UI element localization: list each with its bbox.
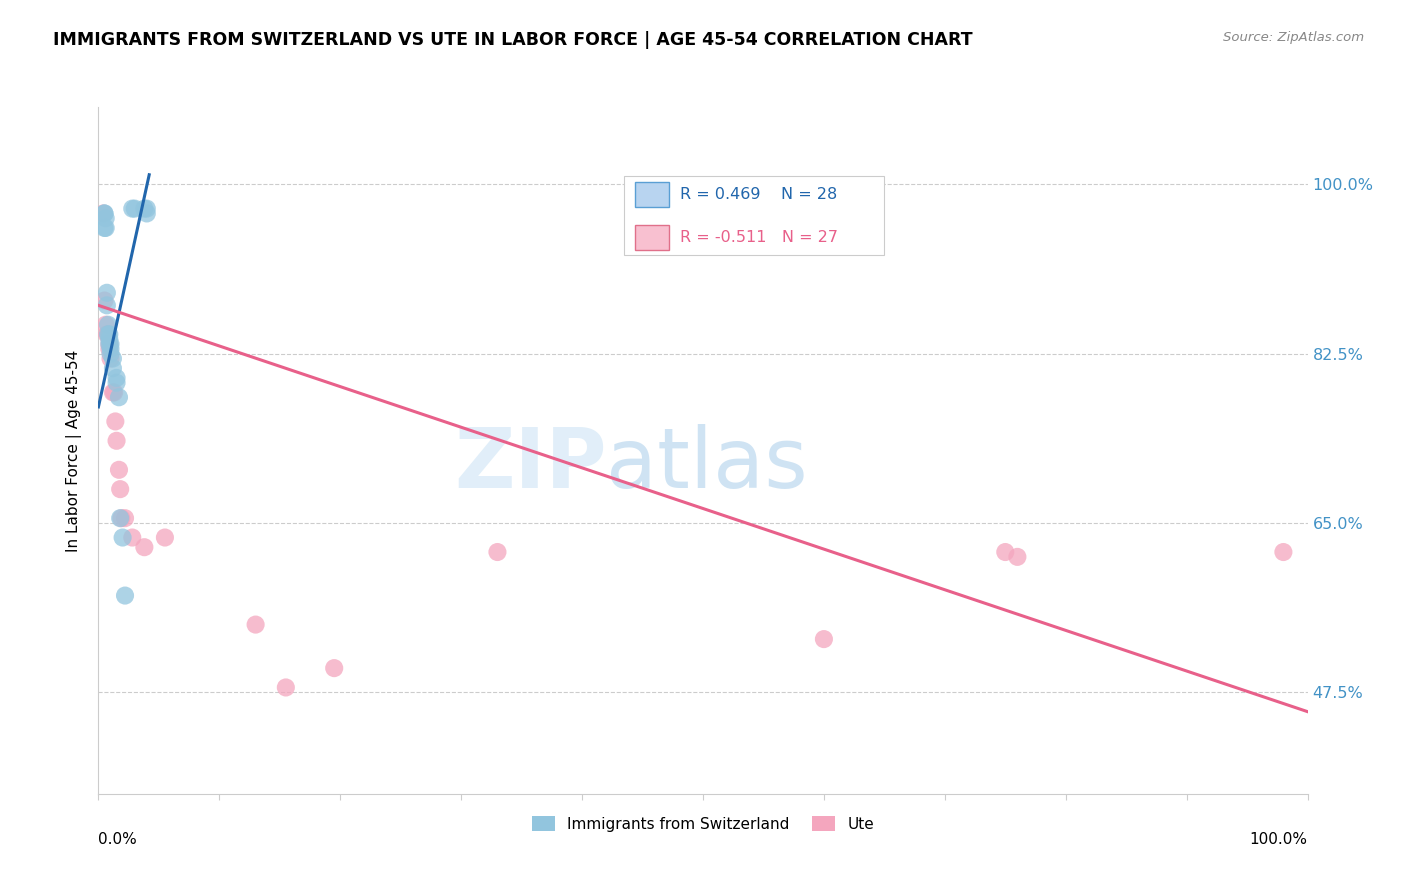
Point — [97, 327, 120, 342]
Legend: Immigrants from Switzerland, Ute: Immigrants from Switzerland, Ute — [526, 810, 880, 838]
Y-axis label: In Labor Force | Age 45-54: In Labor Force | Age 45-54 — [66, 350, 83, 551]
Text: atlas: atlas — [606, 424, 808, 505]
Point — [135, 206, 157, 220]
Point — [813, 632, 835, 646]
Point — [100, 347, 122, 361]
Point — [134, 202, 156, 216]
Point — [134, 540, 156, 554]
Point — [105, 371, 128, 385]
Point — [96, 285, 118, 300]
Point — [121, 531, 143, 545]
Point — [98, 332, 121, 346]
Point — [114, 511, 136, 525]
Point — [105, 376, 128, 390]
Point — [111, 531, 134, 545]
Point — [114, 589, 136, 603]
Point — [153, 531, 176, 545]
Point — [108, 463, 131, 477]
Point — [108, 482, 131, 496]
Point — [93, 293, 115, 308]
Text: Source: ZipAtlas.com: Source: ZipAtlas.com — [1223, 31, 1364, 45]
Point — [98, 342, 121, 356]
FancyBboxPatch shape — [624, 176, 884, 255]
Point — [94, 221, 117, 235]
Text: IMMIGRANTS FROM SWITZERLAND VS UTE IN LABOR FORCE | AGE 45-54 CORRELATION CHART: IMMIGRANTS FROM SWITZERLAND VS UTE IN LA… — [53, 31, 973, 49]
Point — [101, 385, 124, 400]
Text: 0.0%: 0.0% — [98, 831, 138, 847]
Point — [110, 511, 132, 525]
Text: R = 0.469    N = 28: R = 0.469 N = 28 — [681, 186, 838, 202]
Point — [323, 661, 346, 675]
Text: 100.0%: 100.0% — [1250, 831, 1308, 847]
Point — [96, 298, 118, 312]
Point — [93, 221, 115, 235]
Point — [121, 202, 143, 216]
Point — [97, 318, 120, 332]
Point — [124, 202, 146, 216]
Point — [101, 351, 124, 366]
Text: R = -0.511   N = 27: R = -0.511 N = 27 — [681, 230, 838, 245]
Point — [274, 681, 297, 695]
Point — [108, 511, 131, 525]
Point — [91, 206, 114, 220]
Point — [93, 206, 115, 220]
FancyBboxPatch shape — [636, 225, 669, 250]
Point — [135, 202, 157, 216]
Point — [104, 414, 127, 428]
Point — [101, 361, 124, 376]
Point — [98, 337, 121, 351]
FancyBboxPatch shape — [636, 182, 669, 207]
Point — [100, 351, 122, 366]
Point — [994, 545, 1017, 559]
Point — [100, 342, 122, 356]
Point — [245, 617, 267, 632]
Point — [486, 545, 509, 559]
Text: ZIP: ZIP — [454, 424, 606, 505]
Point — [93, 206, 115, 220]
Point — [98, 337, 121, 351]
Point — [100, 337, 122, 351]
Point — [94, 318, 117, 332]
Point — [98, 327, 121, 342]
Point — [105, 434, 128, 448]
Point — [96, 327, 118, 342]
Point — [103, 385, 125, 400]
Point — [94, 211, 117, 226]
Point — [1007, 549, 1029, 564]
Point — [97, 327, 120, 342]
Point — [108, 390, 131, 404]
Point — [1272, 545, 1295, 559]
